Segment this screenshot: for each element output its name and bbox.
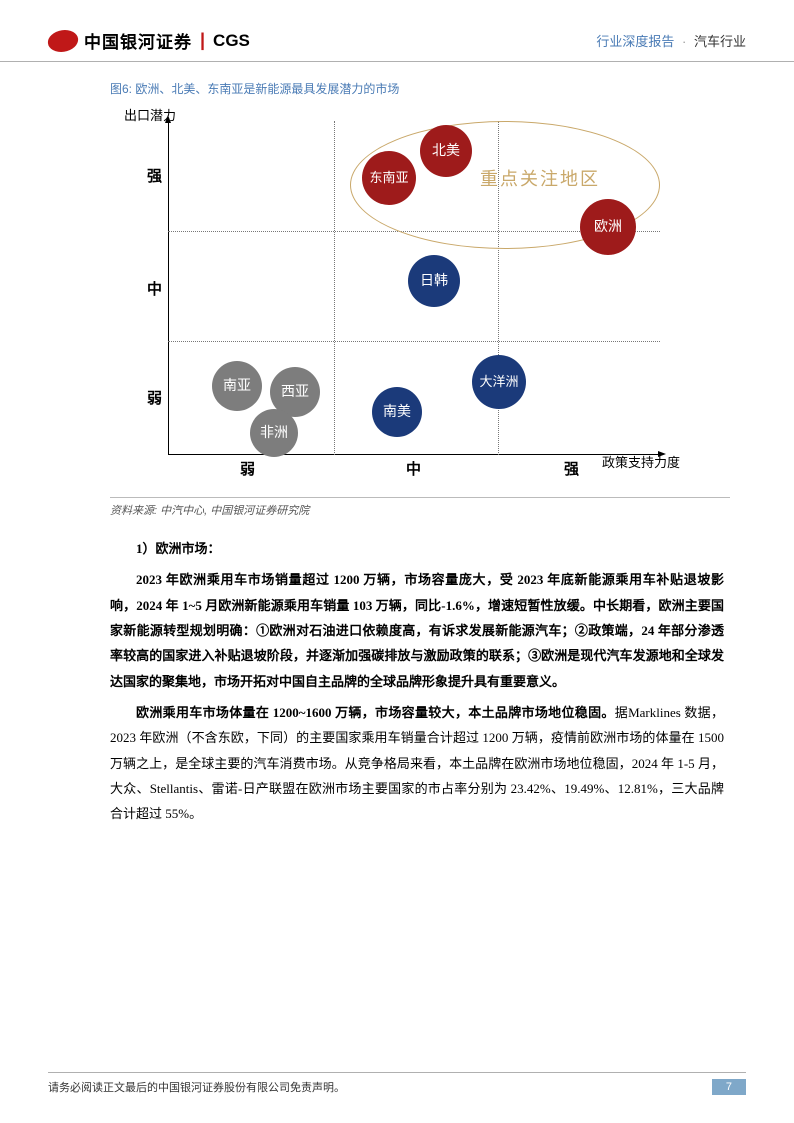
bubble-oceania: 大洋洲 — [472, 355, 526, 409]
header-dot: · — [682, 34, 686, 49]
y-tick-strong: 强 — [134, 165, 162, 186]
page-header: 中国银河证券 | CGS 行业深度报告 · 汽车行业 — [0, 0, 794, 62]
grid-h2 — [168, 341, 660, 342]
industry-name: 汽车行业 — [694, 34, 746, 49]
x-tick-weak: 弱 — [240, 458, 255, 479]
bubble-southeast-asia: 东南亚 — [362, 151, 416, 205]
header-category: 行业深度报告 · 汽车行业 — [596, 31, 746, 50]
figure-source: 资料来源: 中汽中心, 中国银河证券研究院 — [110, 497, 730, 518]
bubble-chart: 出口潜力 政策支持力度 强 中 弱 弱 中 强 重点关注地区 北美 东南亚 欧洲… — [110, 103, 670, 493]
logo-text-cn: 中国银河证券 — [84, 28, 192, 53]
page-number: 7 — [712, 1079, 746, 1095]
logo-separator: | — [200, 30, 205, 51]
grid-v1 — [334, 121, 335, 455]
report-type: 行业深度报告 — [596, 34, 674, 49]
paragraph-2: 欧洲乘用车市场体量在 1200~1600 万辆，市场容量较大，本土品牌市场地位稳… — [110, 700, 724, 827]
figure-title: 图6: 欧洲、北美、东南亚是新能源最具发展潜力的市场 — [110, 80, 734, 97]
x-tick-strong: 强 — [564, 458, 579, 479]
x-axis — [168, 454, 660, 455]
focus-region-label: 重点关注地区 — [480, 165, 600, 191]
page-footer: 请务必阅读正文最后的中国银河证券股份有限公司免责声明。 7 — [48, 1072, 746, 1095]
bubble-africa: 非洲 — [250, 409, 298, 457]
logo-text-en: CGS — [213, 31, 250, 51]
y-tick-weak: 弱 — [134, 387, 162, 408]
y-tick-mid: 中 — [134, 278, 162, 299]
bubble-japan-korea: 日韩 — [408, 255, 460, 307]
bubble-south-asia: 南亚 — [212, 361, 262, 411]
p2-bold: 欧洲乘用车市场体量在 1200~1600 万辆，市场容量较大，本土品牌市场地位稳… — [136, 705, 615, 720]
p2-rest: 据Marklines 数据，2023 年欧洲（不含东欧，下同）的主要国家乘用车销… — [110, 705, 724, 821]
section-1-title: 1）欧洲市场： — [110, 536, 724, 561]
body-text: 1）欧洲市场： 2023 年欧洲乘用车市场销量超过 1200 万辆，市场容量庞大… — [110, 536, 734, 827]
logo-icon — [46, 30, 80, 52]
bubble-europe: 欧洲 — [580, 199, 636, 255]
paragraph-1: 2023 年欧洲乘用车市场销量超过 1200 万辆，市场容量庞大，受 2023 … — [110, 567, 724, 694]
logo: 中国银河证券 | CGS — [48, 28, 250, 53]
x-tick-mid: 中 — [406, 458, 421, 479]
p1-text: 2023 年欧洲乘用车市场销量超过 1200 万辆，市场容量庞大，受 2023 … — [110, 572, 724, 688]
y-axis — [168, 121, 169, 455]
disclaimer: 请务必阅读正文最后的中国银河证券股份有限公司免责声明。 — [48, 1079, 345, 1095]
bubble-south-america: 南美 — [372, 387, 422, 437]
bubble-north-america: 北美 — [420, 125, 472, 177]
